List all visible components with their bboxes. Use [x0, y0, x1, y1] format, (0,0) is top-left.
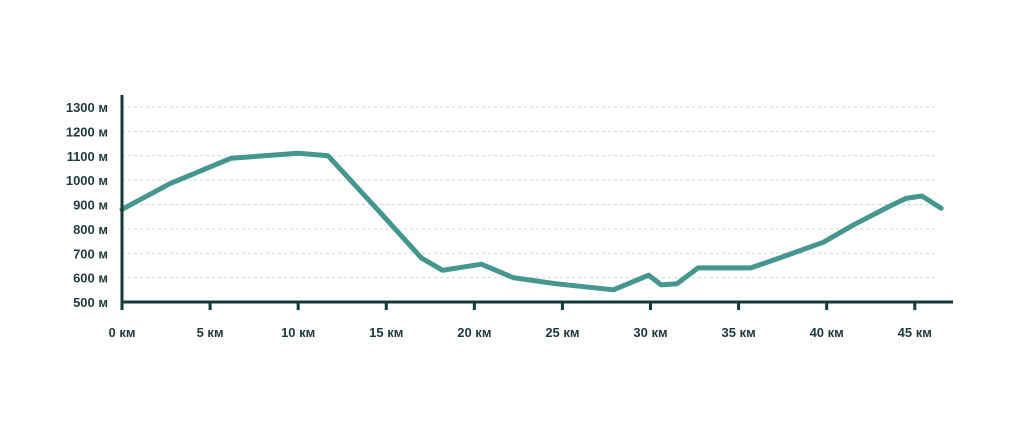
axes: [120, 95, 953, 304]
x-tick-label: 25 км: [545, 325, 579, 340]
elevation-series-line: [119, 150, 944, 293]
y-tick-label: 1300 м: [66, 100, 108, 115]
x-tick-label: 20 км: [457, 325, 491, 340]
x-tick-label: 10 км: [281, 325, 315, 340]
y-tick-label: 1000 м: [66, 173, 108, 188]
x-tick-label: 45 км: [898, 325, 932, 340]
x-tick-label: 0 км: [109, 325, 136, 340]
x-tick-label: 5 км: [197, 325, 224, 340]
x-axis-ticks: 0 км 5 км 10 км 15 км 20 км 25 км 30 км 35 км 40…: [109, 302, 932, 340]
x-tick-label: 35 км: [721, 325, 755, 340]
y-tick-label: 600 м: [73, 271, 108, 286]
y-tick-label: 500 м: [73, 295, 108, 310]
x-tick-label: 15 км: [369, 325, 403, 340]
series-layer: [119, 150, 944, 293]
grid-lines: [122, 106, 938, 279]
x-tick-label: 30 км: [633, 325, 667, 340]
y-axis-ticks: 500 м 600 м 700 м 800 м 900 м 1000 м 1100 м 120…: [66, 100, 108, 310]
x-tick-label: 40 км: [810, 325, 844, 340]
y-tick-label: 1100 м: [67, 149, 108, 164]
y-tick-label: 700 м: [73, 246, 108, 261]
y-tick-label: 1200 м: [66, 124, 108, 139]
y-tick-label: 900 м: [73, 198, 108, 213]
y-tick-label: 800 м: [73, 222, 108, 237]
